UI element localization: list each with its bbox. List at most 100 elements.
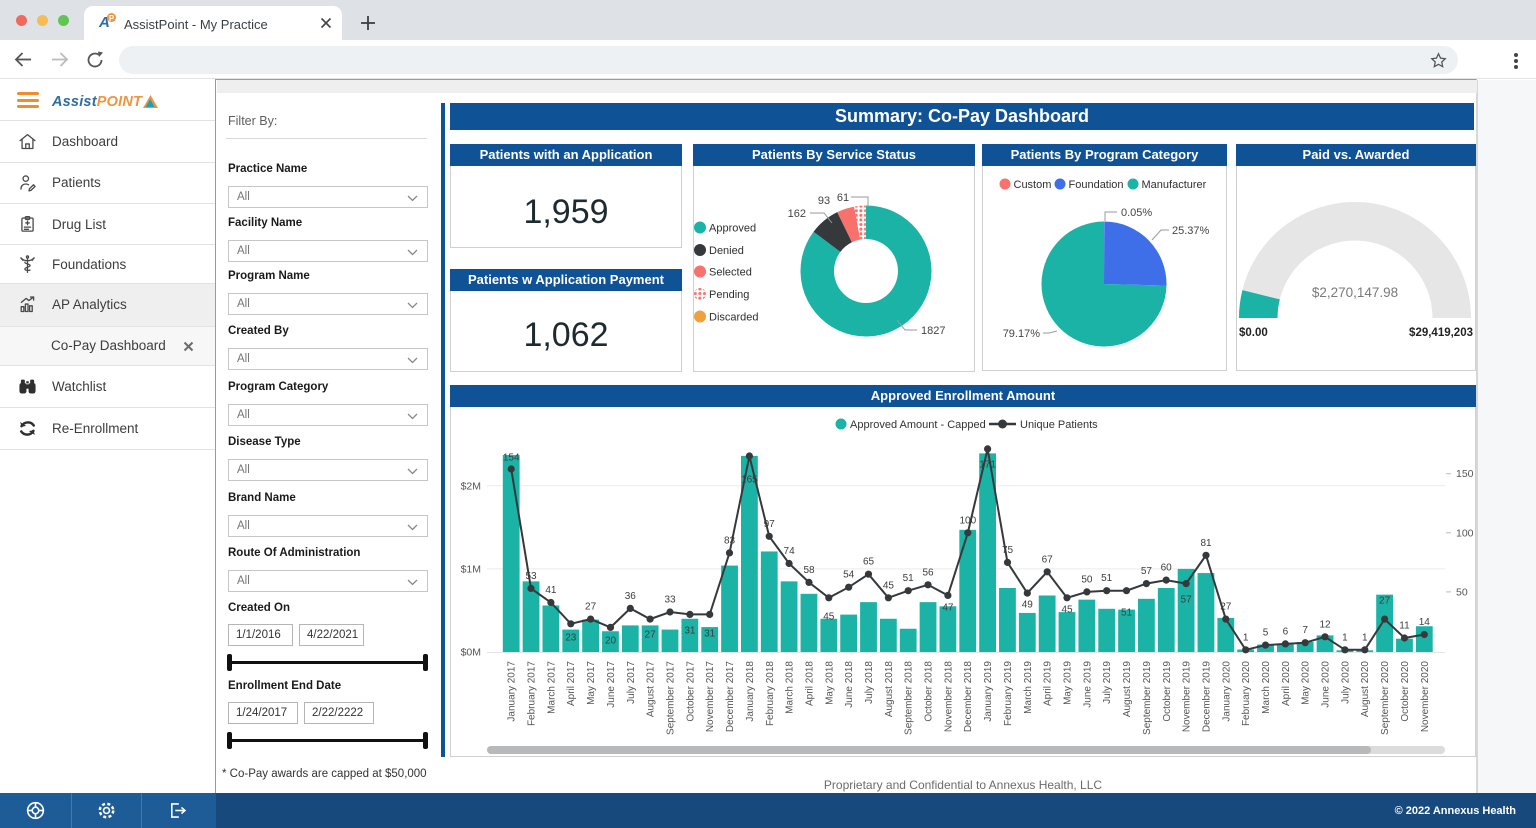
svg-text:1: 1: [1243, 632, 1249, 643]
svg-text:Discarded: Discarded: [709, 312, 759, 324]
svg-text:May 2019: May 2019: [1063, 661, 1074, 705]
svg-text:June 2017: June 2017: [606, 661, 617, 708]
svg-text:February 2019: February 2019: [1003, 661, 1014, 726]
svg-text:October 2019: October 2019: [1162, 661, 1173, 722]
svg-text:April 2019: April 2019: [1043, 661, 1054, 706]
svg-text:January 2019: January 2019: [983, 661, 994, 722]
svg-text:December 2019: December 2019: [1202, 661, 1213, 733]
svg-text:$2M: $2M: [461, 480, 481, 492]
svg-text:Denied: Denied: [709, 245, 744, 257]
svg-text:97: 97: [764, 519, 776, 530]
svg-text:November 2017: November 2017: [705, 661, 716, 733]
svg-text:57: 57: [1141, 566, 1153, 577]
svg-text:154: 154: [503, 453, 520, 464]
svg-text:74: 74: [784, 546, 796, 557]
svg-text:September 2020: September 2020: [1380, 661, 1391, 735]
svg-text:September 2017: September 2017: [666, 661, 677, 735]
svg-text:11: 11: [1399, 621, 1410, 632]
svg-text:May 2018: May 2018: [824, 661, 835, 705]
svg-text:April 2018: April 2018: [805, 661, 816, 706]
svg-text:60: 60: [1161, 563, 1173, 574]
svg-text:November 2020: November 2020: [1420, 661, 1431, 733]
svg-text:March 2020: March 2020: [1261, 661, 1272, 714]
svg-text:53: 53: [525, 571, 537, 582]
svg-text:$2,270,147.98: $2,270,147.98: [1312, 285, 1398, 300]
svg-text:$0.00: $0.00: [1239, 327, 1268, 339]
svg-text:20: 20: [605, 636, 617, 647]
svg-text:October 2018: October 2018: [924, 661, 935, 722]
svg-text:Approved: Approved: [709, 223, 756, 235]
svg-text:65: 65: [863, 557, 875, 568]
svg-text:$0M: $0M: [461, 647, 481, 659]
svg-text:Pending: Pending: [709, 289, 749, 301]
svg-text:47: 47: [942, 603, 954, 614]
svg-text:41: 41: [545, 585, 557, 596]
svg-text:July 2018: July 2018: [864, 661, 875, 704]
svg-text:83: 83: [724, 535, 736, 546]
svg-text:May 2017: May 2017: [586, 661, 597, 705]
svg-text:October 2020: October 2020: [1400, 661, 1411, 722]
svg-text:September 2018: September 2018: [904, 661, 915, 735]
svg-text:36: 36: [625, 591, 637, 602]
svg-text:November 2018: November 2018: [943, 661, 954, 733]
svg-text:23: 23: [565, 633, 577, 644]
svg-text:81: 81: [1200, 538, 1212, 549]
svg-text:50: 50: [1081, 574, 1093, 585]
svg-text:Foundation: Foundation: [1069, 179, 1124, 191]
svg-text:July 2020: July 2020: [1340, 661, 1351, 704]
svg-text:$1M: $1M: [461, 563, 481, 575]
svg-text:57: 57: [1181, 595, 1193, 606]
svg-text:75: 75: [1002, 545, 1014, 556]
svg-text:Manufacturer: Manufacturer: [1142, 179, 1207, 191]
svg-text:93: 93: [818, 195, 830, 207]
svg-text:61: 61: [837, 192, 849, 204]
svg-text:51: 51: [1121, 608, 1133, 619]
svg-text:August 2018: August 2018: [884, 661, 895, 718]
svg-text:5: 5: [1263, 628, 1269, 639]
svg-text:100: 100: [959, 515, 976, 526]
svg-text:February 2017: February 2017: [527, 661, 538, 726]
svg-text:April 2017: April 2017: [566, 661, 577, 706]
svg-text:January 2018: January 2018: [745, 661, 756, 722]
svg-text:December 2018: December 2018: [963, 661, 974, 733]
svg-text:May 2020: May 2020: [1301, 661, 1312, 705]
svg-text:September 2019: September 2019: [1142, 661, 1153, 735]
svg-text:51: 51: [903, 573, 915, 584]
svg-text:$29,419,203: $29,419,203: [1409, 327, 1473, 339]
svg-text:August 2017: August 2017: [646, 661, 657, 718]
svg-text:56: 56: [922, 567, 934, 578]
svg-text:0.05%: 0.05%: [1121, 207, 1152, 219]
svg-text:45: 45: [823, 612, 835, 623]
svg-text:27: 27: [585, 602, 597, 613]
svg-text:45: 45: [883, 580, 895, 591]
svg-text:6: 6: [1283, 626, 1289, 637]
svg-text:67: 67: [1042, 554, 1054, 565]
svg-text:1827: 1827: [921, 325, 945, 337]
svg-text:December 2017: December 2017: [725, 661, 736, 733]
svg-text:June 2019: June 2019: [1082, 661, 1093, 708]
svg-text:March 2018: March 2018: [785, 661, 796, 714]
svg-text:August 2019: August 2019: [1122, 661, 1133, 718]
svg-text:27: 27: [1220, 602, 1232, 613]
svg-text:79.17%: 79.17%: [1003, 328, 1041, 340]
svg-text:August 2020: August 2020: [1360, 661, 1371, 718]
svg-text:54: 54: [843, 570, 855, 581]
svg-text:162: 162: [788, 208, 806, 220]
svg-text:June 2018: June 2018: [844, 661, 855, 708]
svg-text:June 2020: June 2020: [1321, 661, 1332, 708]
svg-text:171: 171: [979, 460, 996, 471]
svg-text:July 2019: July 2019: [1102, 661, 1113, 704]
svg-text:31: 31: [704, 629, 716, 640]
svg-text:27: 27: [1379, 596, 1391, 607]
svg-text:April 2020: April 2020: [1281, 661, 1292, 706]
svg-text:1: 1: [1342, 632, 1348, 643]
svg-text:150: 150: [1456, 468, 1474, 480]
svg-text:March 2019: March 2019: [1023, 661, 1034, 714]
svg-text:27: 27: [645, 630, 657, 641]
svg-text:March 2017: March 2017: [546, 661, 557, 714]
svg-text:51: 51: [1101, 573, 1113, 584]
svg-text:January 2020: January 2020: [1221, 661, 1232, 722]
svg-text:100: 100: [1456, 527, 1474, 539]
svg-text:January 2017: January 2017: [507, 661, 518, 722]
svg-text:Approved Amount - Capped: Approved Amount - Capped: [850, 419, 986, 431]
